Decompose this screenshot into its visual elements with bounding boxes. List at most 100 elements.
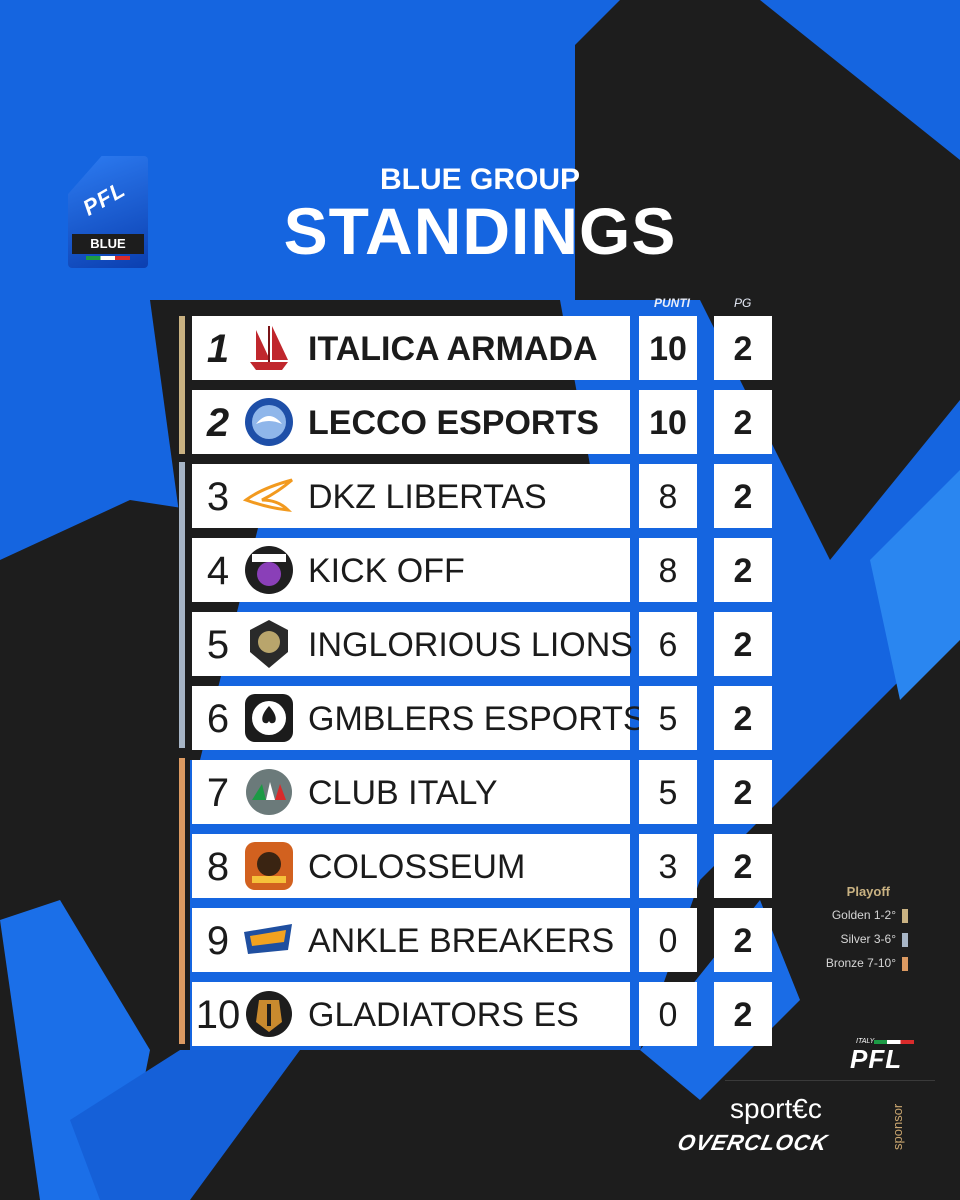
eagle-logo-icon — [245, 398, 293, 446]
italy-flag-icon — [874, 1040, 914, 1044]
legend-label: Silver 3-6° — [840, 932, 896, 946]
points-cell: 0 — [639, 908, 697, 972]
points-cell: 8 — [639, 538, 697, 602]
legend-item-golden: Golden 1-2° — [788, 907, 908, 931]
ankle-breakers-logo-icon — [244, 924, 292, 954]
played-cell: 2 — [714, 760, 772, 824]
legend-label: Bronze 7-10° — [825, 956, 896, 970]
team-cell: 10 GLADIATORS ES — [192, 982, 630, 1046]
played-value: 2 — [733, 774, 753, 812]
team-cell: 1 ITALICA ARMADA — [192, 316, 630, 380]
pfl-logo-text: PFL — [850, 1044, 903, 1074]
team-cell: 5 INGLORIOUS LIONS — [192, 612, 633, 676]
sponsor-overclock: OVERCLOCK — [675, 1130, 831, 1155]
golden-group-bar — [179, 316, 185, 454]
colosseum-logo-icon — [245, 842, 293, 890]
played-value: 2 — [733, 404, 753, 442]
team-name: GLADIATORS ES — [308, 996, 579, 1034]
pfl-blue-badge: PFL BLUE — [68, 156, 148, 268]
team-name: LECCO ESPORTS — [308, 404, 599, 442]
played-cell: 2 — [714, 908, 772, 972]
team-cell: 3 DKZ LIBERTAS — [192, 464, 630, 528]
rank: 5 — [206, 623, 230, 667]
played-value: 2 — [733, 478, 753, 516]
page-title: STANDINGS — [283, 194, 677, 268]
points-value: 3 — [658, 848, 678, 886]
points-value: 10 — [649, 330, 687, 368]
kickoff-logo-icon — [245, 546, 293, 594]
points-cell: 10 — [639, 390, 697, 454]
wing-logo-icon — [242, 478, 293, 512]
badge-strip: BLUE — [72, 234, 144, 254]
sponsor-sportec: sport€c — [730, 1093, 822, 1124]
team-name: CLUB ITALY — [308, 774, 498, 812]
gladiator-logo-icon — [246, 991, 292, 1037]
played-value: 2 — [733, 626, 753, 664]
played-cell: 2 — [714, 316, 772, 380]
played-value: 2 — [733, 700, 753, 738]
rank: 9 — [206, 919, 230, 963]
pfl-italy-label: ITALY — [856, 1038, 875, 1045]
rank: 10 — [195, 993, 241, 1037]
rank: 3 — [206, 475, 230, 519]
page-subtitle: BLUE GROUP — [379, 163, 580, 196]
sponsor-label: sponsor — [890, 1103, 905, 1150]
rank: 6 — [206, 697, 230, 741]
team-name: GMBLERS ESPORTS — [308, 700, 646, 738]
points-cell: 8 — [639, 464, 697, 528]
bronze-group-bar — [179, 758, 185, 1044]
golden-swatch — [902, 908, 908, 923]
lion-logo-icon — [250, 620, 288, 668]
team-name: DKZ LIBERTAS — [308, 478, 547, 516]
team-cell: 9 ANKLE BREAKERS — [192, 908, 630, 972]
played-cell: 2 — [714, 834, 772, 898]
team-cell: 4 KICK OFF — [192, 538, 630, 602]
played-value: 2 — [733, 922, 753, 960]
rank: 7 — [206, 771, 230, 815]
rank: 8 — [206, 845, 230, 889]
column-header-played: PG — [734, 296, 752, 310]
pfl-italy-logo: ITALY PFL — [850, 1036, 920, 1074]
points-value: 6 — [658, 626, 678, 664]
points-value: 5 — [658, 774, 678, 812]
points-value: 8 — [658, 478, 678, 516]
team-cell: 2 LECCO ESPORTS — [192, 390, 630, 454]
played-cell: 2 — [714, 538, 772, 602]
rank: 1 — [206, 327, 230, 371]
points-cell: 5 — [639, 686, 697, 750]
played-cell: 2 — [714, 686, 772, 750]
points-cell: 10 — [639, 316, 697, 380]
played-value: 2 — [733, 330, 753, 368]
club-italy-logo-icon — [246, 769, 292, 815]
points-cell: 6 — [639, 612, 697, 676]
team-name: KICK OFF — [308, 552, 465, 590]
team-name: INGLORIOUS LIONS — [308, 626, 633, 664]
points-cell: 3 — [639, 834, 697, 898]
team-name: ANKLE BREAKERS — [308, 922, 615, 960]
played-cell: 2 — [714, 982, 772, 1046]
divider — [725, 1080, 935, 1081]
team-cell: 7 CLUB ITALY — [192, 760, 630, 824]
points-cell: 0 — [639, 982, 697, 1046]
team-cell: 8 COLOSSEUM — [192, 834, 630, 898]
silver-group-bar — [179, 462, 185, 748]
team-name: ITALICA ARMADA — [308, 330, 598, 368]
legend-title: Playoff — [846, 884, 890, 899]
playoff-legend: Playoff Golden 1-2° Silver 3-6° Bronze 7… — [788, 884, 908, 979]
legend-item-bronze: Bronze 7-10° — [788, 955, 908, 979]
points-value: 8 — [658, 552, 678, 590]
points-cell: 5 — [639, 760, 697, 824]
played-cell: 2 — [714, 390, 772, 454]
rank: 2 — [206, 401, 230, 445]
rank: 4 — [206, 549, 230, 593]
spade-logo-icon — [245, 694, 293, 742]
points-value: 0 — [658, 922, 678, 960]
played-value: 2 — [733, 848, 753, 886]
played-value: 2 — [733, 552, 753, 590]
legend-item-silver: Silver 3-6° — [788, 931, 908, 955]
italy-flag-icon — [86, 256, 130, 260]
bronze-swatch — [902, 956, 908, 971]
played-cell: 2 — [714, 612, 772, 676]
silver-swatch — [902, 932, 908, 947]
ship-logo-icon — [250, 326, 288, 370]
